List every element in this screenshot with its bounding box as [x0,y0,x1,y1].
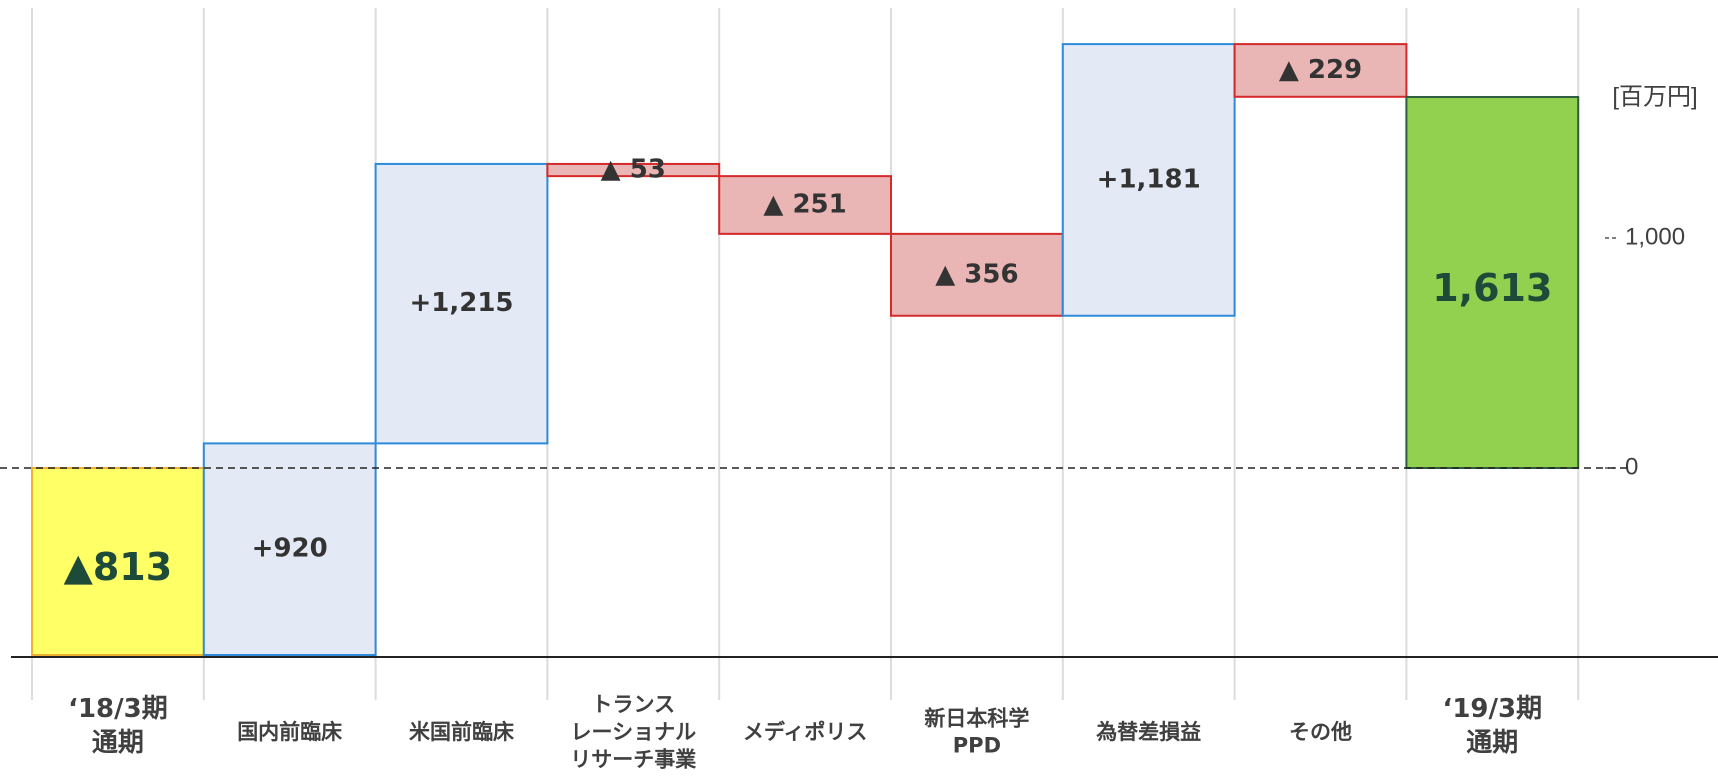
y-axis-unit: [百万円] [1612,83,1697,110]
x-tick-line: 新日本科学 [924,706,1029,730]
x-tick-line: 通期 [92,727,144,757]
bar [1061,43,1236,317]
x-tick-line: レーショナル [571,720,697,744]
x-tick-line: 通期 [1466,727,1518,757]
data-label: ▲813 [64,545,173,589]
bar [374,162,549,445]
x-tick-line: メディポリス [743,720,868,744]
x-tick-line: リサーチ事業 [570,747,697,771]
bar [718,175,893,235]
data-label: ▲ 251 [763,189,846,219]
x-tick-label: 新日本科学 PPD [924,706,1029,757]
bar [1405,96,1580,470]
x-tick-line: 米国前臨床 [409,720,514,744]
bar [202,442,377,656]
x-tick-label: トランスレーショナルリサーチ事業 [570,693,697,772]
x-tick-label: 為替差損益 [1096,720,1201,744]
data-label: +1,215 [409,288,513,318]
x-tick-line: ‘18/3期 [68,694,168,724]
y-tick-label: 0 [1625,453,1638,480]
x-tick-label: ‘18/3期通期 [68,694,168,758]
x-tick-label: 国内前臨床 [237,720,342,744]
bar [1233,43,1408,98]
y-tick-label: 1,000 [1625,223,1685,250]
bar [31,467,205,656]
x-tick-line: PPD [953,734,1001,758]
data-label: ▲ 356 [935,259,1018,289]
x-tick-line: 国内前臨床 [237,720,342,744]
data-label: ▲ 229 [1279,55,1362,85]
x-tick-label: メディポリス [743,720,868,744]
x-tick-line: その他 [1289,720,1352,744]
x-tick-line: ‘19/3期 [1442,694,1542,724]
data-label: +1,181 [1097,164,1201,194]
x-tick-label: 米国前臨床 [409,720,514,744]
data-label: ▲ 53 [601,155,666,185]
data-label: 1,613 [1432,266,1552,310]
x-tick-label: その他 [1289,720,1352,744]
bar [546,162,721,178]
x-tick-label: ‘19/3期通期 [1442,694,1542,758]
bar [890,232,1064,317]
data-label: +920 [252,534,328,564]
x-tick-line: トランス [592,693,676,717]
x-tick-line: 為替差損益 [1096,720,1201,744]
